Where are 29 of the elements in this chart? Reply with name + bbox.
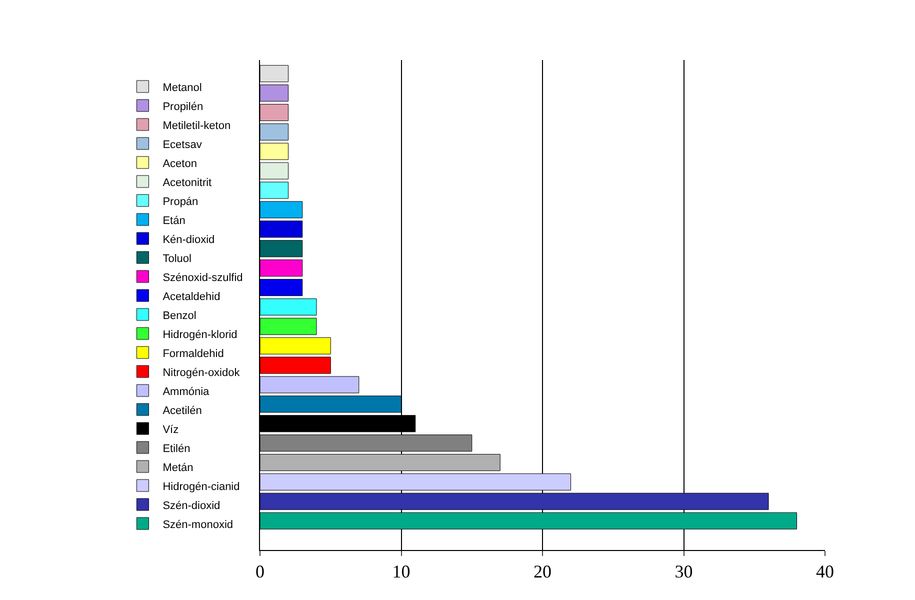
legend-label: Metiletil-keton <box>162 120 231 132</box>
legend-label: Szén-monoxid <box>162 518 234 531</box>
legend-label: Szénoxid-szulfid <box>162 272 243 284</box>
legend-label: Víz <box>162 424 179 436</box>
legend-label: Etán <box>162 214 186 227</box>
legend-label: Propilén <box>162 100 204 113</box>
legend-label: Acetonitrit <box>162 176 212 189</box>
legend-label: Metán <box>162 462 194 474</box>
x-tick-label: 10 <box>392 562 410 582</box>
legend-label: Toluol <box>162 252 192 265</box>
x-tick-label: 0 <box>256 562 264 582</box>
legend-label: Etilén <box>162 442 190 455</box>
legend-label: Kén-dioxid <box>162 234 215 246</box>
legend-label: Aceton <box>162 158 197 170</box>
legend-label: Hidrogén-cianid <box>162 480 240 493</box>
x-tick-label: 20 <box>534 562 552 582</box>
legend-label: Ecetsav <box>162 138 202 151</box>
legend-label: Acetaldehid <box>162 290 220 303</box>
legend-label: Hidrogén-klorid <box>162 328 238 341</box>
legend-label: Acetilén <box>162 404 202 417</box>
x-tick-label: 40 <box>816 562 834 582</box>
legend-label: Formaldehid <box>162 348 224 360</box>
x-tick-label: 30 <box>674 562 693 582</box>
legend-label: Benzol <box>162 310 196 322</box>
legend-label: Metanol <box>162 82 202 94</box>
legend-label: Propán <box>162 196 198 208</box>
legend-label: Szén-dioxid <box>162 500 220 512</box>
legend-label: Ammónia <box>162 386 210 398</box>
legend-label: Nitrogén-oxidok <box>162 366 240 379</box>
